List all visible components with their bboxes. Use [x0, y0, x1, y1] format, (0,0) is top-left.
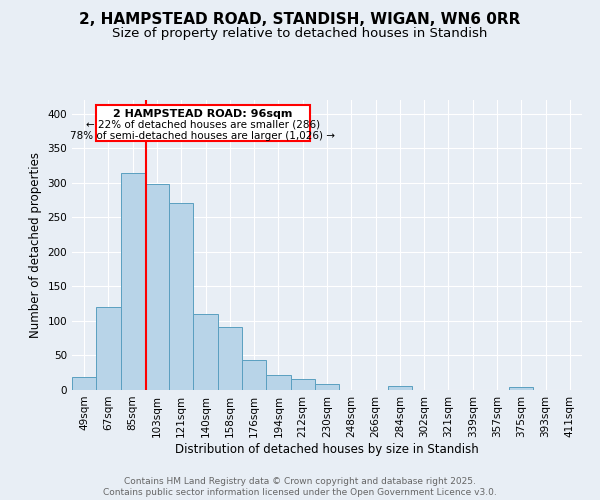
Bar [145, 184, 169, 390]
Bar [218, 327, 242, 390]
Text: 78% of semi-detached houses are larger (1,026) →: 78% of semi-detached houses are larger (… [70, 131, 335, 141]
Text: 2 HAMPSTEAD ROAD: 96sqm: 2 HAMPSTEAD ROAD: 96sqm [113, 109, 292, 119]
Bar [266, 375, 290, 390]
Text: ← 22% of detached houses are smaller (286): ← 22% of detached houses are smaller (28… [86, 120, 320, 130]
Text: Size of property relative to detached houses in Standish: Size of property relative to detached ho… [112, 28, 488, 40]
Bar [315, 384, 339, 390]
Y-axis label: Number of detached properties: Number of detached properties [29, 152, 42, 338]
Bar [290, 379, 315, 390]
Bar [96, 307, 121, 390]
Bar [193, 314, 218, 390]
Bar [169, 203, 193, 390]
Text: Contains HM Land Registry data © Crown copyright and database right 2025.: Contains HM Land Registry data © Crown c… [124, 476, 476, 486]
FancyBboxPatch shape [96, 105, 310, 142]
Bar [388, 386, 412, 390]
Bar [72, 377, 96, 390]
Bar [121, 173, 145, 390]
Text: Contains public sector information licensed under the Open Government Licence v3: Contains public sector information licen… [103, 488, 497, 497]
Text: 2, HAMPSTEAD ROAD, STANDISH, WIGAN, WN6 0RR: 2, HAMPSTEAD ROAD, STANDISH, WIGAN, WN6 … [79, 12, 521, 28]
Bar [242, 360, 266, 390]
X-axis label: Distribution of detached houses by size in Standish: Distribution of detached houses by size … [175, 442, 479, 456]
Bar [509, 387, 533, 390]
